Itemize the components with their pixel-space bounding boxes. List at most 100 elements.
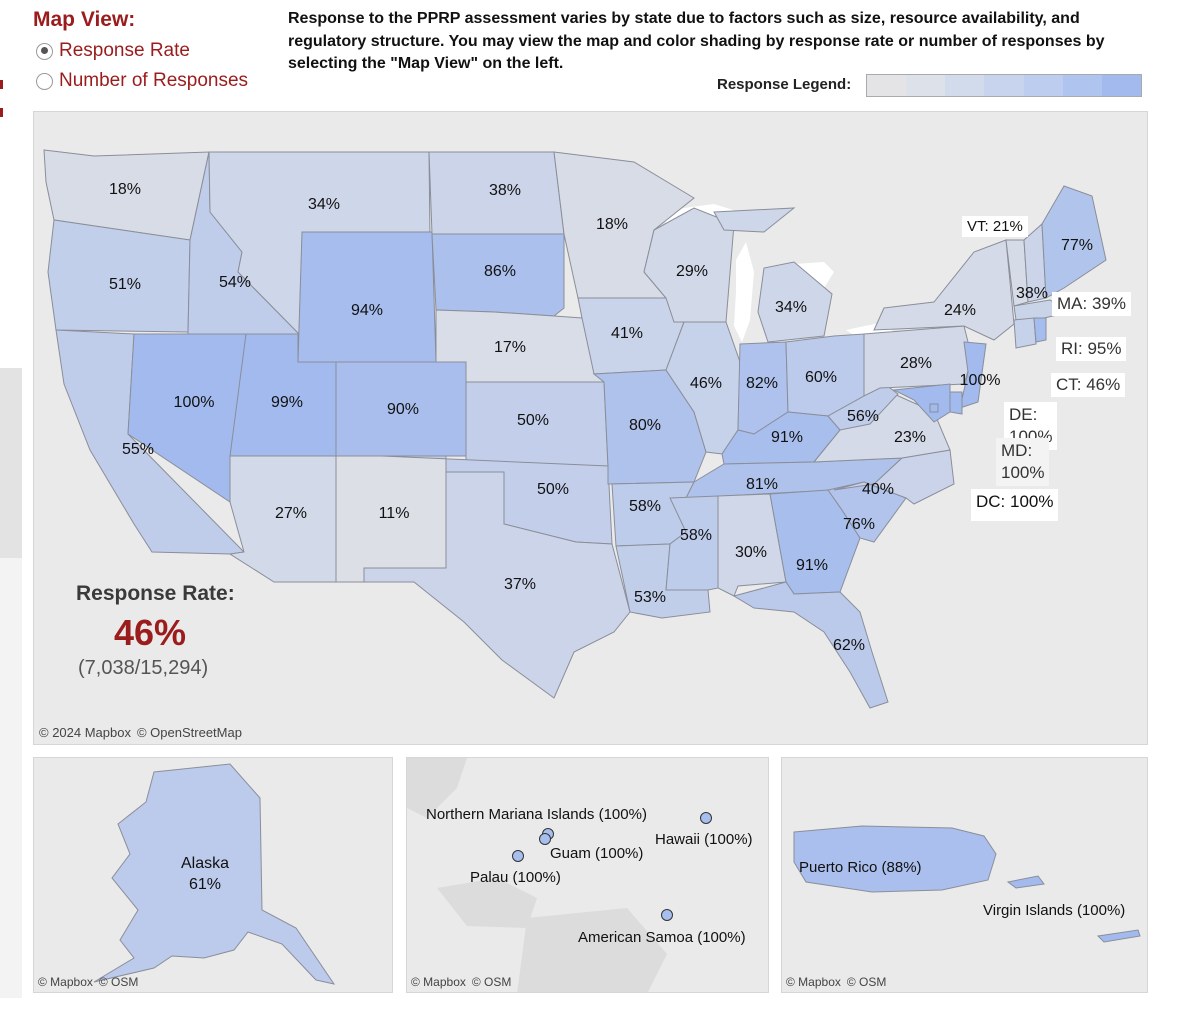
state-mi[interactable] bbox=[713, 207, 833, 343]
state-label-sc: 76% bbox=[842, 516, 876, 533]
legend-swatch bbox=[1062, 75, 1102, 96]
state-label-va: 23% bbox=[893, 429, 927, 446]
state-callout-ct: CT: 46% bbox=[1051, 373, 1126, 397]
state-tx[interactable] bbox=[363, 471, 631, 699]
state-label-wi: 29% bbox=[675, 263, 709, 280]
radio-response-rate[interactable]: Response Rate bbox=[36, 40, 190, 62]
marker-hawaii[interactable] bbox=[700, 812, 712, 824]
territory-label-puerto-rico: Puerto Rico (88%) bbox=[799, 859, 922, 876]
virgin-islands-shape[interactable] bbox=[1006, 875, 1045, 889]
state-me[interactable] bbox=[1041, 185, 1107, 299]
legend-swatch bbox=[984, 75, 1024, 96]
state-label-me: 77% bbox=[1060, 237, 1094, 254]
main-map-panel[interactable]: 18% 51% 55% 54% 100% 34% 94% 99% 27% 90%… bbox=[33, 111, 1148, 745]
response-rate-counts: (7,038/15,294) bbox=[78, 657, 209, 679]
state-label-tx: 37% bbox=[503, 576, 537, 593]
radio-unselected-icon[interactable] bbox=[36, 72, 53, 90]
state-label-nc: 40% bbox=[861, 481, 895, 498]
state-label-nh: 38% bbox=[1015, 285, 1049, 302]
state-label-mo: 80% bbox=[628, 417, 662, 434]
state-label-ga: 91% bbox=[795, 557, 829, 574]
state-label-mi: 34% bbox=[774, 299, 808, 316]
state-label-ok: 50% bbox=[536, 481, 570, 498]
legend-swatch bbox=[945, 75, 985, 96]
state-callout-ma: MA: 39% bbox=[1052, 292, 1131, 316]
state-il[interactable] bbox=[665, 321, 741, 455]
state-callout-vt: VT: 21% bbox=[962, 216, 1028, 237]
state-label-az: 27% bbox=[274, 505, 308, 522]
state-fl[interactable] bbox=[732, 581, 889, 709]
left-edge-tick bbox=[0, 108, 3, 117]
territory-label-guam: Guam (100%) bbox=[550, 845, 644, 862]
legend-swatch bbox=[1023, 75, 1063, 96]
alaska-rate: 61% bbox=[188, 876, 222, 893]
territory-label-palau: Palau (100%) bbox=[470, 869, 561, 886]
radio-label: Number of Responses bbox=[59, 70, 249, 91]
pacific-map-svg[interactable] bbox=[407, 758, 769, 993]
state-label-ia: 41% bbox=[610, 325, 644, 342]
landmass bbox=[407, 758, 667, 992]
legend-label: Response Legend: bbox=[717, 76, 852, 93]
marker-american-samoa[interactable] bbox=[661, 909, 673, 921]
legend-color-ramp bbox=[866, 74, 1142, 97]
caribbean-map-panel[interactable]: Puerto Rico (88%) Virgin Islands (100%) … bbox=[781, 757, 1148, 993]
state-label-mn: 18% bbox=[595, 216, 629, 233]
state-or[interactable] bbox=[47, 219, 191, 333]
state-nc[interactable] bbox=[833, 449, 955, 505]
radio-selected-icon[interactable] bbox=[36, 42, 53, 60]
main-map-credit: © 2024 Mapbox © OpenStreetMap bbox=[39, 725, 242, 740]
state-label-ks: 50% bbox=[516, 412, 550, 429]
pacific-map-panel[interactable]: Northern Mariana Islands (100%) Hawaii (… bbox=[406, 757, 769, 993]
alaska-shape[interactable] bbox=[93, 763, 336, 985]
description-text: Response to the PPRP assessment varies b… bbox=[288, 10, 1105, 72]
marker-palau[interactable] bbox=[512, 850, 524, 862]
state-label-nv: 100% bbox=[173, 394, 215, 411]
state-ct[interactable] bbox=[1013, 317, 1037, 349]
state-label-wv: 56% bbox=[846, 408, 880, 425]
legend-swatch bbox=[1101, 75, 1141, 96]
state-label-mt: 34% bbox=[307, 196, 341, 213]
virgin-islands-shape[interactable] bbox=[1096, 929, 1141, 943]
state-label-co: 90% bbox=[386, 401, 420, 418]
radio-label: Response Rate bbox=[59, 40, 190, 61]
state-label-ky: 91% bbox=[770, 429, 804, 446]
state-label-nd: 38% bbox=[488, 182, 522, 199]
territory-label-virgin-islands: Virgin Islands (100%) bbox=[983, 902, 1126, 919]
marker-guam[interactable] bbox=[539, 833, 551, 845]
state-ny[interactable] bbox=[873, 239, 1015, 341]
state-de[interactable] bbox=[949, 391, 963, 415]
pacific-map-credit: © Mapbox © OSM bbox=[411, 975, 512, 989]
state-label-in: 82% bbox=[745, 375, 779, 392]
state-callout-md: MD: 100% bbox=[996, 438, 1050, 486]
state-dc[interactable] bbox=[929, 403, 939, 413]
radio-number-of-responses[interactable]: Number of Responses bbox=[36, 70, 248, 92]
state-nj[interactable] bbox=[959, 341, 987, 409]
state-label-wa: 18% bbox=[108, 181, 142, 198]
state-ri[interactable] bbox=[1033, 317, 1047, 343]
alaska-map-credit: © Mapbox © OSM bbox=[38, 975, 139, 989]
states-layer bbox=[43, 149, 1107, 709]
left-edge-tick bbox=[0, 80, 3, 89]
state-label-fl: 62% bbox=[832, 637, 866, 654]
state-label-oh: 60% bbox=[804, 369, 838, 386]
state-wy[interactable] bbox=[297, 231, 437, 363]
legend-swatch bbox=[906, 75, 946, 96]
caribbean-map-svg[interactable] bbox=[782, 758, 1148, 993]
legend-swatch bbox=[867, 75, 907, 96]
territory-label-american-samoa: American Samoa (100%) bbox=[578, 929, 746, 946]
state-label-id: 54% bbox=[218, 274, 252, 291]
alaska-map-panel[interactable]: Alaska 61% © Mapbox © OSM bbox=[33, 757, 393, 993]
state-label-la: 53% bbox=[633, 589, 667, 606]
territory-label-hawaii: Hawaii (100%) bbox=[655, 831, 753, 848]
state-label-wy: 94% bbox=[350, 302, 384, 319]
state-label-ms: 58% bbox=[679, 527, 713, 544]
puerto-rico-shape[interactable] bbox=[793, 825, 997, 893]
state-callout-dc: DC: 100% bbox=[971, 489, 1059, 521]
state-label-or: 51% bbox=[108, 276, 142, 293]
territory-label-northern-mariana: Northern Mariana Islands (100%) bbox=[426, 806, 647, 823]
main-map-svg[interactable] bbox=[34, 112, 1148, 745]
state-label-pa: 28% bbox=[899, 355, 933, 372]
state-label-nm: 11% bbox=[378, 505, 410, 522]
alaska-map-svg[interactable] bbox=[34, 758, 393, 993]
state-callout-ri: RI: 95% bbox=[1056, 337, 1127, 361]
